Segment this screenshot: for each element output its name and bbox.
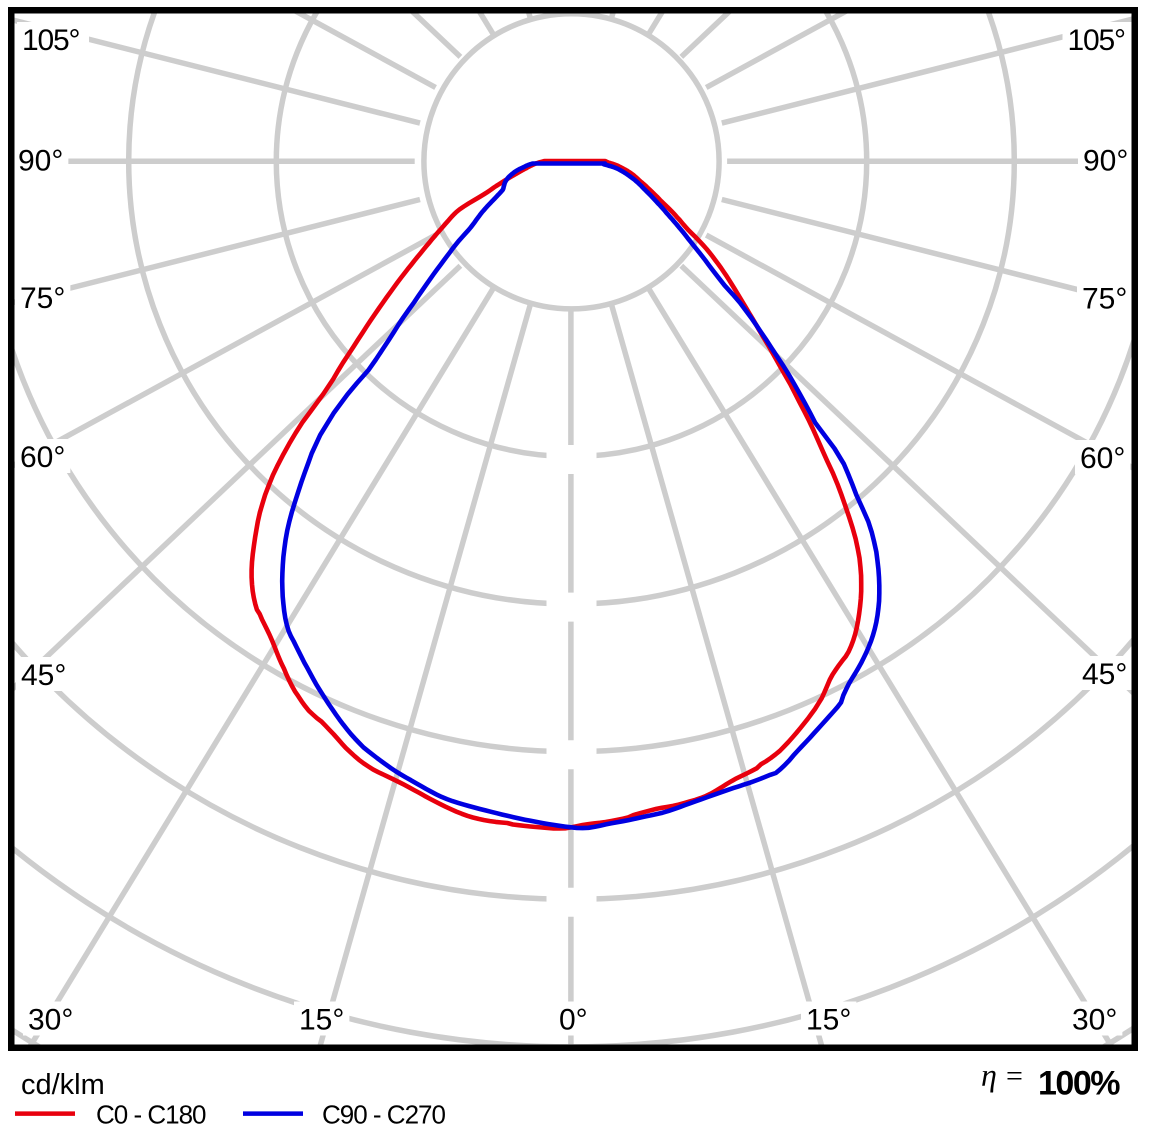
svg-text:90°: 90°: [1083, 145, 1128, 178]
svg-text:15°: 15°: [806, 1004, 851, 1037]
svg-text:=: =: [1006, 1060, 1023, 1093]
svg-text:30°: 30°: [28, 1004, 73, 1037]
svg-text:45°: 45°: [21, 659, 66, 692]
svg-text:C90 - C270: C90 - C270: [322, 1100, 445, 1130]
svg-text:100%: 100%: [1038, 1065, 1120, 1103]
svg-text:75°: 75°: [1082, 283, 1127, 316]
svg-text:45°: 45°: [1082, 658, 1127, 691]
svg-text:0°: 0°: [559, 1004, 588, 1037]
svg-text:C0 - C180: C0 - C180: [96, 1100, 206, 1130]
svg-text:15°: 15°: [299, 1004, 344, 1037]
svg-text:η: η: [981, 1057, 997, 1093]
svg-text:cd/klm: cd/klm: [21, 1069, 105, 1101]
svg-text:30°: 30°: [1072, 1004, 1117, 1037]
svg-text:105°: 105°: [1068, 24, 1125, 57]
svg-text:75°: 75°: [20, 282, 65, 315]
svg-text:60°: 60°: [20, 441, 65, 474]
svg-text:60°: 60°: [1080, 442, 1125, 475]
svg-text:90°: 90°: [18, 145, 63, 178]
svg-text:105°: 105°: [22, 24, 79, 57]
